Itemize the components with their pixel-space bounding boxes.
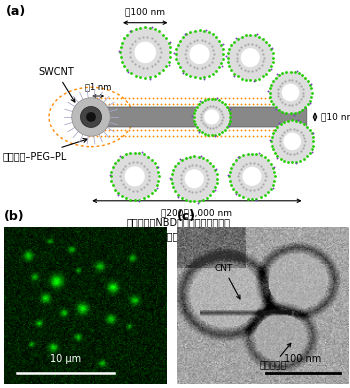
Text: ビオチンとNBDを表面に結合させた
温度感受性リポソーム: ビオチンとNBDを表面に結合させた 温度感受性リポソーム [126,217,231,241]
FancyBboxPatch shape [87,107,307,127]
Circle shape [284,133,301,150]
Circle shape [172,156,217,201]
Circle shape [271,120,313,162]
Circle shape [229,154,275,199]
Circle shape [134,42,156,63]
Text: アビジン–PEG–PL: アビジン–PEG–PL [3,139,87,161]
Text: CNT: CNT [215,264,240,299]
Circle shape [176,30,223,78]
Text: リボソーム: リボソーム [259,343,291,371]
Text: (b): (b) [4,210,24,223]
Circle shape [228,35,273,80]
Circle shape [204,109,219,125]
Circle shape [185,169,204,188]
Text: 約100 nm: 約100 nm [125,8,165,17]
Circle shape [282,84,299,101]
Circle shape [194,99,230,135]
Circle shape [270,71,312,113]
Circle shape [72,98,110,136]
Circle shape [111,152,159,200]
Text: (c): (c) [177,210,196,223]
Text: 約200～1,000 nm: 約200～1,000 nm [161,209,232,218]
Circle shape [120,27,170,78]
Circle shape [243,167,261,186]
Circle shape [80,107,101,128]
Text: 100 nm: 100 nm [284,354,321,364]
Text: 10 μm: 10 μm [50,354,81,364]
Circle shape [189,44,210,64]
Text: (a): (a) [6,5,27,18]
Text: SWCNT: SWCNT [38,67,75,102]
Circle shape [125,166,145,186]
Circle shape [241,48,260,67]
Text: 約10 nm: 約10 nm [321,113,350,121]
Text: 約1 nm: 約1 nm [85,83,111,92]
Circle shape [86,112,96,122]
